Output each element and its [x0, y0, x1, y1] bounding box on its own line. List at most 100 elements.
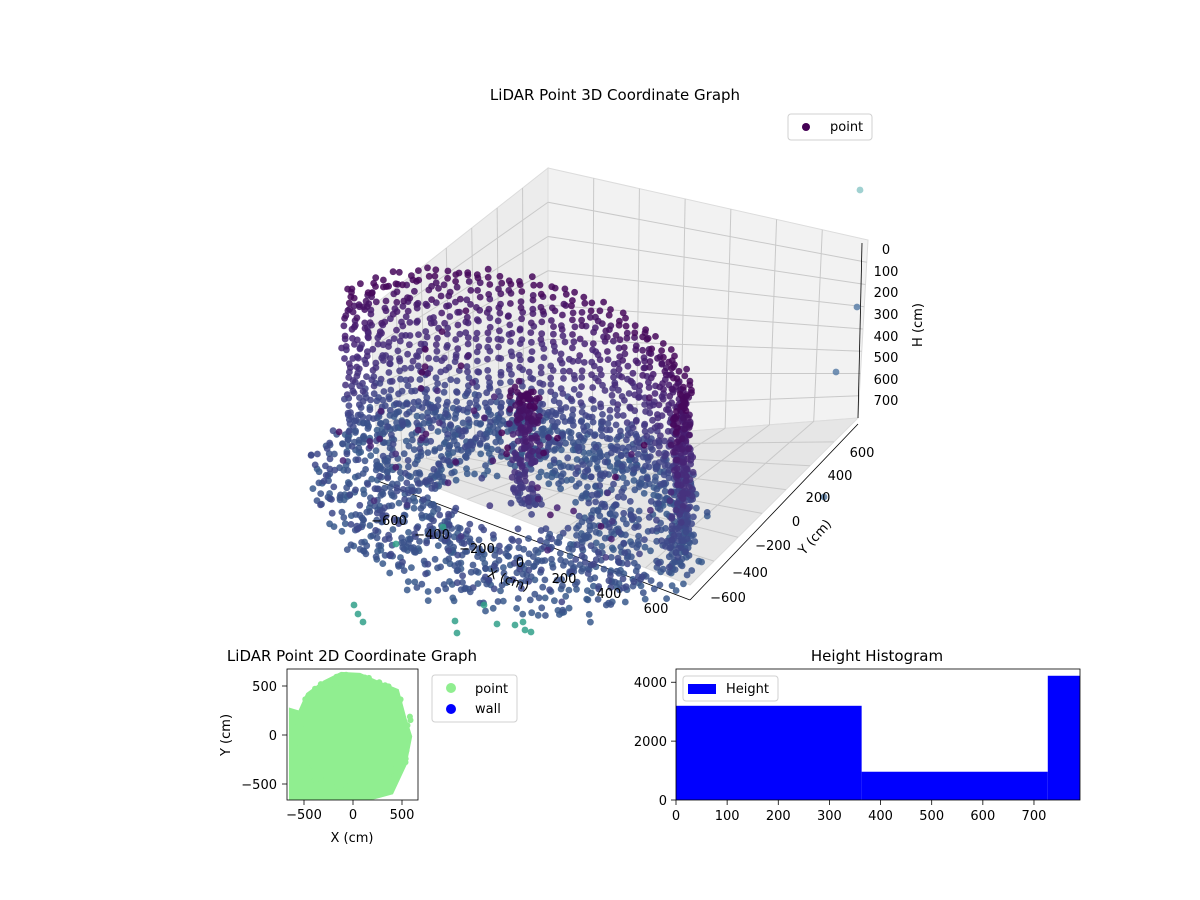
point-3d	[578, 494, 585, 502]
point-3d	[467, 568, 475, 576]
point-3d	[597, 371, 605, 379]
point-3d	[393, 326, 400, 334]
point-3d	[440, 456, 447, 463]
point-3d	[547, 374, 555, 382]
point-3d	[518, 288, 526, 295]
point-3d	[435, 285, 442, 292]
point-3d	[572, 498, 579, 506]
point-3d	[631, 486, 639, 494]
point-3d	[599, 418, 606, 426]
legend-height-label: Height	[726, 682, 769, 697]
x-ticks-3d: −600 −400 −200 0 200 400 600	[371, 514, 668, 617]
point-3d	[366, 406, 374, 414]
point-3d	[635, 507, 643, 515]
point-3d	[578, 374, 586, 381]
point-3d	[353, 363, 361, 371]
point-3d	[341, 332, 349, 340]
point-3d	[380, 388, 388, 395]
point-3d	[621, 598, 629, 606]
point-3d	[424, 588, 432, 595]
grid-line	[547, 201, 867, 263]
y-tick: −400	[732, 566, 768, 581]
point-3d	[367, 452, 375, 459]
point-3d	[473, 402, 480, 409]
point-3d	[516, 325, 524, 333]
point-3d	[339, 440, 347, 448]
point-3d	[372, 274, 380, 282]
point-3d	[374, 334, 382, 342]
point-3d	[646, 409, 654, 417]
point-3d	[556, 533, 564, 541]
point-3d	[489, 604, 497, 612]
point-3d	[374, 547, 381, 555]
point-3d	[432, 279, 440, 287]
point-3d	[630, 513, 637, 521]
point-3d	[491, 552, 499, 559]
point-3d	[582, 490, 590, 497]
point-3d	[570, 338, 578, 346]
point-3d	[451, 562, 458, 569]
point-3d	[673, 465, 681, 473]
point-3d	[356, 501, 364, 509]
point-3d	[484, 355, 491, 363]
point-3d	[456, 308, 463, 316]
point-3d	[631, 456, 639, 464]
point-3d	[645, 513, 653, 521]
point-3d	[547, 381, 555, 388]
point-3d	[467, 301, 474, 308]
point-3d	[340, 514, 348, 521]
point-3d	[620, 494, 628, 501]
point-3d	[527, 319, 535, 327]
point-3d	[505, 277, 513, 285]
point-3d	[404, 307, 412, 315]
point-3d	[352, 417, 360, 424]
point-3d	[561, 285, 569, 293]
point-3d	[342, 381, 349, 389]
point-3d	[345, 299, 353, 307]
point-3d	[560, 375, 567, 382]
point-3d	[444, 267, 452, 275]
point-3d	[325, 450, 333, 458]
point-2d	[303, 764, 310, 771]
point-3d	[565, 586, 573, 594]
point-3d	[618, 488, 626, 495]
point-3d	[575, 391, 583, 399]
point-3d	[654, 354, 661, 362]
point-3d	[320, 477, 328, 485]
point-3d	[673, 408, 680, 415]
point-3d	[343, 391, 351, 398]
point-3d	[465, 374, 473, 382]
point-3d	[407, 376, 415, 383]
point-3d	[674, 471, 682, 479]
point-3d	[622, 531, 629, 539]
point-3d	[469, 379, 476, 386]
point-3d	[674, 481, 681, 488]
point-3d	[525, 498, 532, 506]
point-3d	[454, 321, 462, 329]
point-3d	[381, 536, 389, 543]
point-3d	[568, 464, 576, 471]
point-3d	[601, 387, 609, 394]
point-3d	[660, 353, 667, 361]
point-3d	[612, 332, 620, 339]
point-3d	[395, 520, 403, 527]
point-3d	[632, 567, 640, 575]
point-3d	[500, 564, 507, 571]
point-3d	[363, 352, 371, 360]
point-3d	[370, 382, 378, 390]
point-3d	[369, 345, 377, 353]
y-tick: 0	[792, 515, 800, 530]
point-3d	[474, 368, 482, 376]
point-3d	[537, 290, 545, 298]
point-3d	[440, 388, 448, 396]
point-3d	[483, 389, 491, 397]
point-2d	[328, 779, 335, 786]
point-3d	[496, 542, 503, 550]
point-3d	[418, 413, 426, 421]
point-3d	[485, 576, 493, 584]
point-3d	[615, 344, 623, 352]
point-2d	[299, 765, 305, 771]
point-3d	[440, 440, 448, 448]
point-3d	[601, 503, 609, 511]
